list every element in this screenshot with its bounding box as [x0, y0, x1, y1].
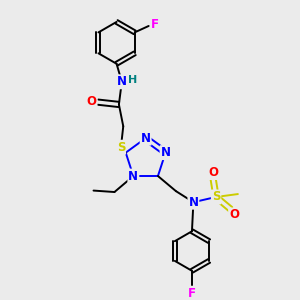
Text: F: F	[188, 287, 196, 300]
Text: N: N	[117, 75, 127, 88]
Text: O: O	[87, 95, 97, 108]
Text: H: H	[128, 75, 137, 85]
Text: N: N	[128, 169, 138, 182]
Text: O: O	[229, 208, 239, 221]
Text: N: N	[141, 132, 151, 145]
Text: N: N	[188, 196, 198, 209]
Text: S: S	[117, 141, 125, 154]
Text: F: F	[151, 18, 159, 31]
Text: O: O	[208, 166, 218, 179]
Text: S: S	[212, 190, 220, 203]
Text: N: N	[160, 146, 170, 159]
